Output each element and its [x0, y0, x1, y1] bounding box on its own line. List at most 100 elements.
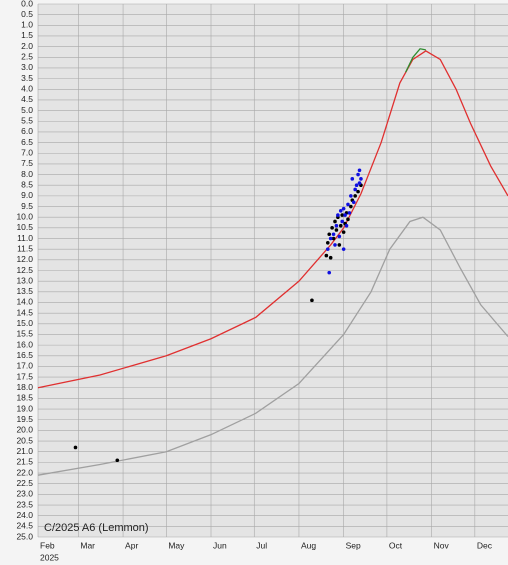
y-tick-label: 9.5: [21, 201, 33, 211]
observation: [340, 213, 345, 217]
observation: [310, 298, 314, 303]
curve: [37, 216, 508, 476]
y-tick-label: 20.0: [16, 425, 33, 435]
y-tick-label: 10.5: [16, 222, 33, 232]
observation: [333, 243, 337, 247]
x-tick-label: Feb: [40, 540, 55, 550]
observation: [357, 168, 362, 173]
observation: [353, 187, 357, 192]
y-tick-label: 21.5: [16, 457, 33, 467]
y-tick-label: 11.0: [17, 233, 33, 243]
y-tick-label: 24.5: [16, 521, 33, 531]
observation: [330, 226, 334, 230]
y-tick-label: 6.5: [21, 137, 33, 147]
y-tick-label: 7.0: [21, 147, 33, 157]
y-tick-label: 6.0: [21, 126, 33, 136]
y-tick-label: 12.5: [16, 265, 33, 275]
y-tick-label: 15.0: [16, 318, 33, 328]
observation: [343, 213, 347, 217]
observation: [328, 255, 333, 260]
y-tick-label: 0.5: [21, 9, 33, 19]
observation: [341, 247, 346, 251]
marks: [37, 48, 508, 476]
observation: [334, 228, 339, 232]
y-tick-label: 16.0: [16, 339, 33, 349]
y-tick-label: 1.0: [21, 20, 33, 30]
observation: [328, 236, 333, 241]
curve: [405, 48, 426, 73]
x-tick-label: Aug: [301, 540, 316, 550]
x-tick-label: Dec: [477, 540, 493, 550]
observation: [341, 230, 346, 234]
y-tick-label: 15.5: [16, 329, 33, 339]
y-tick-label: 22.5: [16, 478, 33, 488]
annotation: C/2025 A6 (Lemmon): [44, 522, 149, 534]
y-tick-label: 17.5: [16, 371, 33, 381]
y-tick-label: 23.0: [16, 489, 33, 499]
y-tick-label: 18.0: [16, 382, 33, 392]
observation: [356, 189, 360, 194]
x-tick-label: Jun: [213, 540, 227, 550]
y-tick-label: 11.5: [17, 243, 33, 253]
observation: [340, 219, 345, 224]
x-tick-label: Sep: [346, 540, 361, 550]
observation: [336, 213, 340, 217]
y-tick-label: 0.0: [21, 0, 33, 8]
y-tick-label: 13.0: [16, 275, 33, 285]
observation: [337, 243, 342, 247]
observation: [325, 247, 330, 251]
y-tick-label: 17.0: [16, 361, 33, 371]
y-tick-label: 14.0: [16, 297, 33, 307]
curve: [37, 50, 508, 389]
observation: [331, 236, 336, 241]
observation: [356, 172, 360, 177]
y-tick-label: 19.0: [16, 403, 33, 413]
y-tick-label: 8.5: [21, 179, 33, 189]
y-tick-label: 20.5: [16, 435, 33, 445]
y-tick-label: 4.0: [21, 84, 33, 94]
y-tick-label: 23.5: [16, 499, 33, 509]
observation: [331, 232, 336, 237]
observation: [341, 206, 346, 211]
x-tick-label: Mar: [80, 540, 95, 550]
y-tick-label: 3.5: [21, 73, 33, 83]
observation: [73, 445, 78, 450]
observation: [349, 204, 353, 209]
y-tick-label: 4.5: [21, 94, 33, 104]
observation: [325, 240, 330, 245]
y-tick-label: 22.0: [16, 467, 33, 477]
observation: [351, 200, 356, 205]
y-tick-label: 10.0: [16, 211, 33, 221]
y-tick-label: 21.0: [16, 446, 33, 456]
y-tick-label: 24.0: [16, 510, 33, 520]
observation: [327, 232, 332, 237]
observation: [115, 458, 120, 463]
y-tick-label: 14.5: [16, 307, 33, 317]
observation: [337, 234, 342, 239]
observation: [344, 223, 349, 228]
observation: [338, 209, 343, 213]
y-tick-label: 7.5: [21, 158, 33, 168]
observation: [327, 270, 332, 275]
x-tick-label: Nov: [434, 540, 450, 550]
observation: [338, 223, 343, 228]
y-tick-label: 2.5: [21, 52, 33, 62]
x-sublabel: 2025: [40, 552, 59, 562]
observation: [347, 211, 352, 215]
y-tick-label: 13.5: [16, 286, 33, 296]
observation: [350, 177, 355, 181]
y-tick-label: 9.0: [21, 190, 33, 200]
observation: [357, 181, 362, 185]
grid: [37, 3, 508, 538]
y-tick-label: 2.0: [21, 41, 33, 51]
y-tick-label: 16.5: [16, 350, 33, 360]
x-tick-label: Oct: [389, 540, 403, 550]
observation: [346, 217, 350, 222]
x-tick-label: May: [168, 540, 185, 550]
y-tick-label: 8.0: [21, 169, 33, 179]
y-tick-label: 12.0: [16, 254, 33, 264]
observation: [354, 183, 359, 188]
y-tick-label: 19.5: [16, 414, 33, 424]
